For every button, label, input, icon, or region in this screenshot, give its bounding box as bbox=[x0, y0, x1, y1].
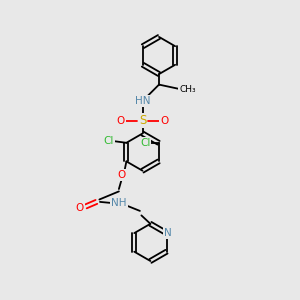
Text: Cl: Cl bbox=[140, 138, 150, 148]
Text: HN: HN bbox=[135, 96, 150, 106]
Text: O: O bbox=[76, 203, 84, 213]
Text: N: N bbox=[164, 228, 172, 238]
Text: S: S bbox=[139, 114, 146, 127]
Text: O: O bbox=[118, 170, 126, 180]
Text: Cl: Cl bbox=[104, 136, 114, 146]
Text: NH: NH bbox=[111, 198, 127, 208]
Text: O: O bbox=[160, 116, 169, 126]
Text: O: O bbox=[116, 116, 125, 126]
Text: CH₃: CH₃ bbox=[179, 85, 196, 94]
